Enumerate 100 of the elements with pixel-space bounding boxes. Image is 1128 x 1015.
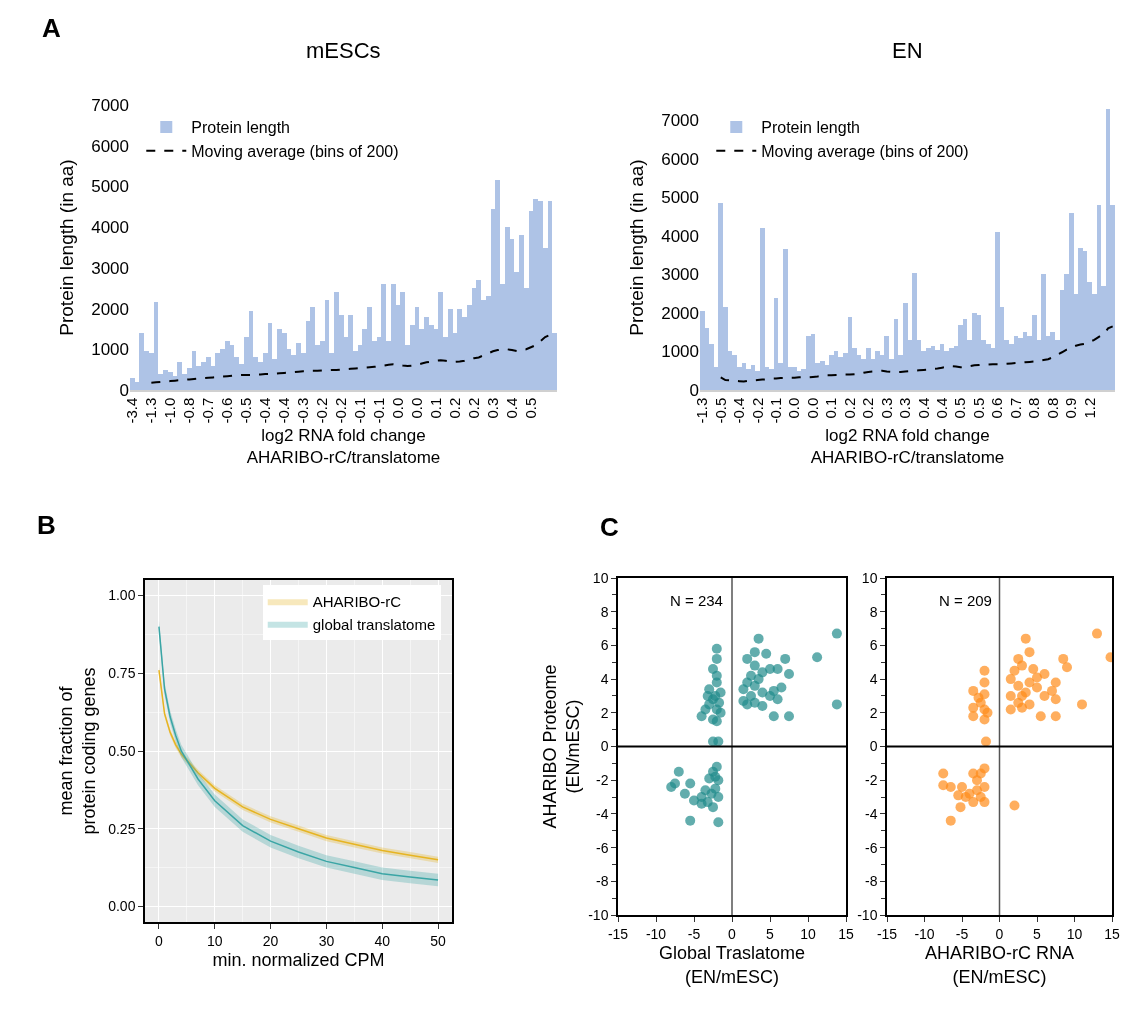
y-tick-label: 1000 bbox=[661, 342, 699, 362]
y-tick-label: 10 bbox=[592, 569, 609, 586]
y-tick-label: -6 bbox=[865, 839, 878, 856]
y-tick-label: 6000 bbox=[661, 149, 699, 169]
y-tick-label: 6 bbox=[869, 637, 878, 654]
x-tick-label: 50 bbox=[430, 932, 447, 949]
y-tick-label: -10 bbox=[588, 906, 609, 923]
y-tick-label: 3000 bbox=[661, 265, 699, 285]
x-tick-label: 5 bbox=[766, 925, 775, 942]
x-tick-label: 0.2 bbox=[464, 397, 482, 419]
x-tick-label: -0.2 bbox=[332, 397, 350, 424]
x-tick-label: -5 bbox=[955, 925, 969, 942]
bar bbox=[700, 311, 705, 390]
x-tick-label: 20 bbox=[262, 932, 279, 949]
text: A bbox=[42, 13, 61, 43]
x-tick-label: 0 bbox=[728, 925, 737, 942]
y-tick-label: 1.00 bbox=[108, 587, 136, 604]
x-tick-label: 10 bbox=[800, 925, 816, 942]
x-tick-label: 0.0 bbox=[785, 397, 803, 419]
x-tick-label: 0.2 bbox=[840, 397, 858, 419]
y-tick-label: 0.25 bbox=[108, 820, 136, 837]
y-tick-label: 3000 bbox=[91, 258, 129, 278]
x-tick-label: 0.4 bbox=[914, 397, 932, 419]
y-tick-label: 4000 bbox=[661, 226, 699, 246]
x-tick-label: -0.7 bbox=[199, 397, 217, 424]
x-tick-label: 15 bbox=[838, 925, 854, 942]
legend-label: Protein length bbox=[761, 119, 861, 137]
x-tick-label: 0.0 bbox=[407, 397, 425, 419]
x-tick-label: -0.3 bbox=[294, 397, 312, 424]
y-tick-label: 0 bbox=[600, 738, 609, 755]
x-tick-label: -0.4 bbox=[730, 397, 748, 424]
x-tick-label: -10 bbox=[645, 925, 667, 942]
bar bbox=[130, 378, 135, 390]
x-axis-title: AHARIBO-rC RNA (EN/mESC) bbox=[924, 943, 1075, 987]
x-axis-title: min. normalized CPM bbox=[212, 950, 385, 971]
text: C bbox=[600, 512, 619, 542]
y-tick-label: 7000 bbox=[661, 111, 699, 131]
y-tick-label: 6000 bbox=[91, 136, 129, 156]
x-tick-label: -1.3 bbox=[142, 397, 160, 424]
y-tick-label: -10 bbox=[857, 906, 878, 923]
y-axis-title: Protein length (in aa) bbox=[626, 159, 648, 336]
x-axis-title: log2 RNA fold change AHARIBO-rC/translatome bbox=[246, 425, 441, 467]
y-tick-label: 2 bbox=[869, 704, 878, 721]
x-tick-label: 0.0 bbox=[803, 397, 821, 419]
x-tick-label: 0.8 bbox=[1043, 397, 1061, 419]
chart-title: mESCs bbox=[306, 38, 381, 63]
legend-label: AHARIBO-rC bbox=[312, 593, 402, 611]
y-tick-label: 1000 bbox=[91, 340, 129, 360]
y-tick-label: -4 bbox=[865, 805, 878, 822]
x-tick-label: 0.5 bbox=[951, 397, 969, 419]
bar bbox=[829, 355, 834, 390]
legend-label: Moving average (bins of 200) bbox=[191, 143, 399, 161]
x-tick-label: 0.3 bbox=[483, 397, 501, 419]
legend-label: global translatome bbox=[312, 615, 436, 633]
x-tick-label: -0.5 bbox=[711, 397, 729, 424]
x-tick-label: 40 bbox=[374, 932, 391, 949]
x-tick-label: 0 bbox=[155, 932, 164, 949]
x-tick-label: -0.8 bbox=[180, 397, 198, 424]
x-tick-label: 0.1 bbox=[426, 397, 444, 419]
y-axis-title: AHARIBO Proteome (EN/mESC) bbox=[539, 664, 583, 829]
legend-label: Moving average (bins of 200) bbox=[761, 143, 969, 161]
x-tick-label: 0.3 bbox=[877, 397, 895, 419]
y-axis-title: Protein length (in aa) bbox=[56, 159, 78, 336]
annotation: N = 234 bbox=[670, 592, 723, 609]
bar bbox=[875, 351, 880, 390]
y-tick-label: 5000 bbox=[661, 188, 699, 208]
y-tick-label: 2000 bbox=[661, 303, 699, 323]
y-tick-label: 8 bbox=[600, 603, 609, 620]
x-tick-label: 10 bbox=[206, 932, 223, 949]
x-tick-label: -0.5 bbox=[237, 397, 255, 424]
y-tick-label: -6 bbox=[596, 839, 609, 856]
x-tick-label: 0.8 bbox=[1025, 397, 1043, 419]
line-series bbox=[719, 325, 1114, 383]
bar bbox=[912, 273, 917, 390]
x-tick-label: 0.7 bbox=[1006, 397, 1024, 419]
y-tick-label: -8 bbox=[596, 873, 609, 890]
y-tick-label: 10 bbox=[861, 569, 878, 586]
y-tick-label: -2 bbox=[865, 772, 878, 789]
x-tick-label: -0.2 bbox=[313, 397, 331, 424]
x-tick-label: -0.4 bbox=[275, 397, 293, 424]
y-tick-label: 4000 bbox=[91, 218, 129, 238]
x-axis-title: log2 RNA fold change AHARIBO-rC/translatome bbox=[810, 425, 1005, 467]
x-tick-label: -1.0 bbox=[161, 397, 179, 424]
chart-title: EN bbox=[892, 38, 923, 63]
x-tick-label: 0.5 bbox=[969, 397, 987, 419]
x-tick-label: 0.4 bbox=[502, 397, 520, 419]
bar bbox=[792, 367, 797, 390]
y-tick-label: 4 bbox=[600, 671, 609, 687]
x-tick-label: -0.1 bbox=[350, 397, 368, 424]
y-tick-label: 5000 bbox=[91, 177, 129, 197]
x-tick-label: 5 bbox=[1033, 925, 1042, 942]
x-tick-label: -0.1 bbox=[766, 397, 784, 424]
y-tick-label: 7000 bbox=[91, 95, 129, 115]
y-tick-label: 0.00 bbox=[108, 898, 136, 915]
y-tick-label: 2 bbox=[600, 704, 609, 721]
x-tick-label: 0 bbox=[995, 925, 1004, 942]
y-axis-title: mean fraction of protein coding genes bbox=[55, 667, 99, 835]
y-tick-label: 0.75 bbox=[108, 665, 136, 682]
x-tick-label: 30 bbox=[318, 932, 335, 949]
y-tick-label: 0.50 bbox=[108, 742, 136, 759]
